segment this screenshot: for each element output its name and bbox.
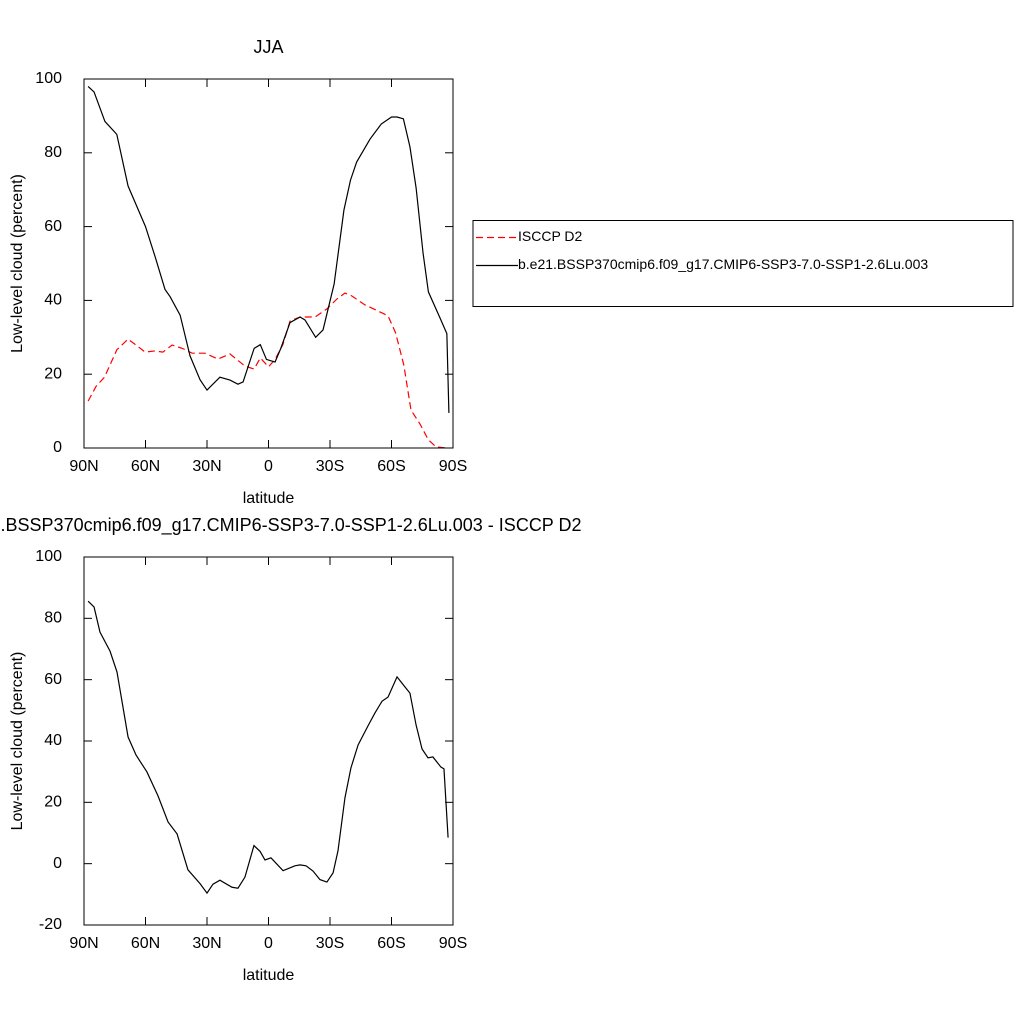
chart-title: b.e21.BSSP370cmip6.f09_g17.CMIP6-SSP3-7.… <box>0 515 582 536</box>
x-axis-label: latitude <box>243 490 295 507</box>
y-tick-label: 80 <box>44 144 62 161</box>
legend-label: b.e21.BSSP370cmip6.f09_g17.CMIP6-SSP3-7.… <box>518 256 928 272</box>
line-series <box>87 292 447 449</box>
line-series <box>87 600 449 895</box>
y-tick-label: 100 <box>35 70 62 87</box>
x-tick-label: 60N <box>131 935 160 952</box>
y-tick-label: 40 <box>44 732 62 749</box>
legend-label: ISCCP D2 <box>518 228 583 244</box>
y-tick-label: 0 <box>53 439 62 456</box>
x-tick-label: 30S <box>316 935 344 952</box>
x-axis-label: latitude <box>243 967 295 984</box>
plot-frame <box>83 556 454 926</box>
y-tick-label: 20 <box>44 365 62 382</box>
y-tick-label: 0 <box>53 855 62 872</box>
y-tick-label: 100 <box>35 548 62 565</box>
y-tick-label: 60 <box>44 218 62 235</box>
x-tick-label: 60S <box>377 458 405 475</box>
y-tick-label: -20 <box>39 916 62 933</box>
y-tick-label: 80 <box>44 610 62 627</box>
line-series <box>87 85 450 413</box>
legend-box <box>472 220 1014 307</box>
x-tick-label: 90S <box>439 935 467 952</box>
y-tick-label: 60 <box>44 671 62 688</box>
x-tick-label: 0 <box>264 935 273 952</box>
x-tick-label: 90N <box>69 458 98 475</box>
plot-frame <box>83 78 454 449</box>
y-tick-label: 40 <box>44 292 62 309</box>
x-tick-label: 60N <box>131 458 160 475</box>
y-axis-label: Low-level cloud (percent) <box>9 174 26 353</box>
x-tick-label: 60S <box>377 935 405 952</box>
x-tick-label: 90N <box>69 935 98 952</box>
x-tick-label: 0 <box>264 458 273 475</box>
x-tick-label: 30N <box>192 458 221 475</box>
x-tick-label: 90S <box>439 458 467 475</box>
y-tick-label: 20 <box>44 794 62 811</box>
chart-title: JJA <box>253 37 283 57</box>
x-tick-label: 30S <box>316 458 344 475</box>
y-axis-label: Low-level cloud (percent) <box>9 652 26 831</box>
x-tick-label: 30N <box>192 935 221 952</box>
